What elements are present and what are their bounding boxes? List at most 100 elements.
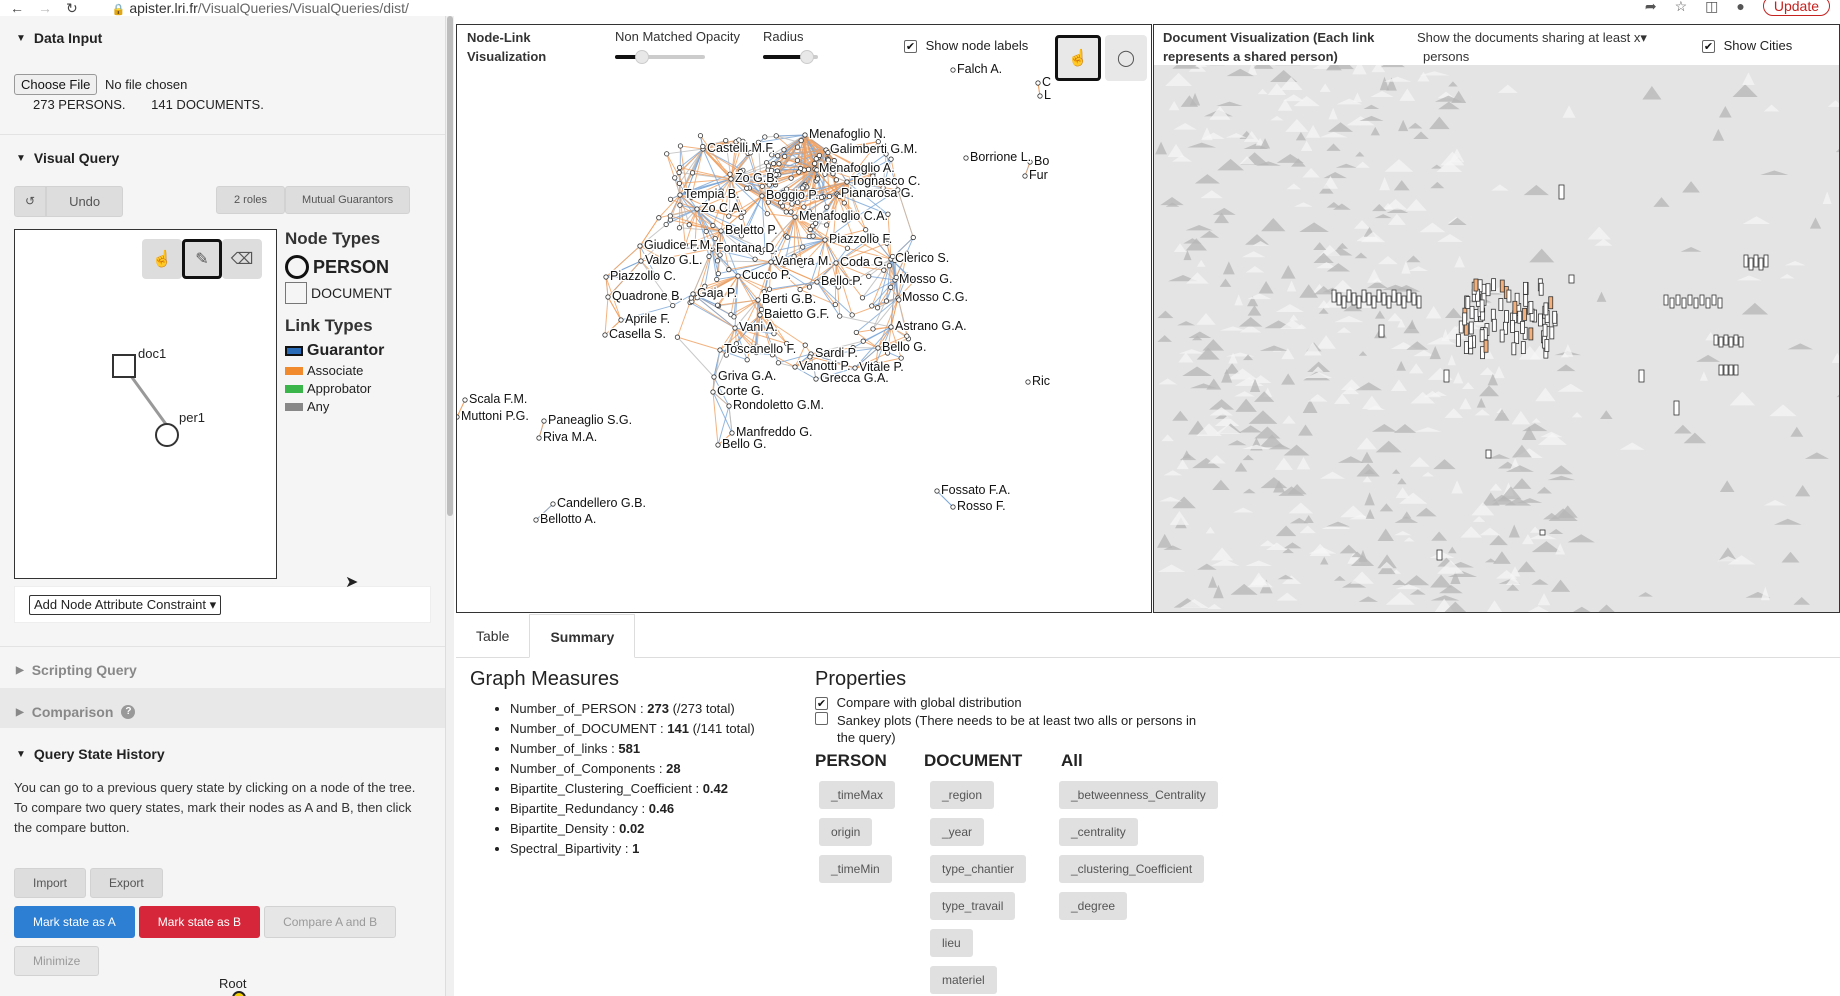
- address-bar[interactable]: 🔒 apister.lri.fr/VisualQueries/VisualQue…: [112, 0, 409, 16]
- undo-button[interactable]: Undo: [46, 186, 124, 217]
- graph-node: [682, 242, 688, 248]
- graph-edge: [720, 230, 756, 260]
- export-button[interactable]: Export: [90, 868, 163, 898]
- sharing-select[interactable]: x: [1633, 30, 1641, 45]
- mark-b-button[interactable]: Mark state as B: [138, 906, 261, 938]
- property-pill[interactable]: origin: [819, 818, 873, 846]
- compare-button[interactable]: Compare A and B: [264, 906, 397, 938]
- relief-ridge: [1423, 390, 1442, 398]
- hand-tool-icon[interactable]: ☝: [142, 239, 182, 279]
- property-pill[interactable]: _clustering_Coefficient: [1059, 855, 1205, 883]
- profile-icon[interactable]: ●: [1736, 0, 1745, 14]
- relief-ridge: [1241, 251, 1266, 258]
- relief-map[interactable]: [1154, 25, 1840, 613]
- graph-node: [893, 274, 899, 281]
- update-button[interactable]: Update: [1762, 0, 1830, 16]
- graph-node: [813, 156, 819, 162]
- property-pill[interactable]: _centrality: [1059, 818, 1138, 846]
- add-constraint-select[interactable]: Add Node Attribute Constraint ▾: [29, 595, 222, 615]
- graph-edge: [804, 134, 826, 175]
- compare-global-checkbox[interactable]: ✔: [815, 697, 828, 711]
- left-scrollbar[interactable]: [446, 16, 454, 996]
- sankey-checkbox[interactable]: [815, 712, 828, 726]
- graph-node: [782, 153, 788, 160]
- import-button[interactable]: Import: [14, 868, 87, 898]
- forward-icon[interactable]: →: [38, 0, 52, 16]
- reload-icon[interactable]: ↻: [66, 0, 78, 16]
- sidepanel-icon[interactable]: ◫: [1705, 0, 1719, 14]
- property-pill[interactable]: _timeMax: [819, 781, 896, 809]
- relief-ridge: [1172, 154, 1192, 162]
- property-pill[interactable]: type_chantier: [930, 855, 1027, 883]
- document-glyph: [1504, 310, 1509, 323]
- undo-icon[interactable]: ↺: [14, 186, 47, 217]
- edit-tool-icon[interactable]: ✎: [182, 239, 222, 279]
- opacity-knob[interactable]: [635, 50, 649, 64]
- property-pill[interactable]: _year: [930, 818, 985, 846]
- relief-ridge: [1267, 83, 1287, 96]
- relief-ridge: [1619, 442, 1645, 450]
- share-icon[interactable]: ➦: [1644, 0, 1657, 14]
- graph-edge: [863, 340, 879, 349]
- pan-tool-icon[interactable]: ☝: [1055, 35, 1101, 81]
- graph-edge: [856, 297, 899, 333]
- data-input-header[interactable]: ▼ Data Input: [0, 24, 445, 46]
- relief-ridge: [1535, 387, 1556, 402]
- graph-node: [689, 170, 696, 176]
- relief-ridge: [1377, 528, 1394, 542]
- root-node[interactable]: [232, 991, 246, 996]
- document-glyph: [1455, 333, 1461, 347]
- back-icon[interactable]: ←: [10, 0, 24, 16]
- property-pill[interactable]: materiel: [930, 966, 997, 994]
- lasso-tool-icon[interactable]: ◯: [1105, 35, 1147, 81]
- radius-knob[interactable]: [800, 50, 814, 64]
- comparison-header[interactable]: ▶ Comparison ?: [0, 698, 136, 720]
- relief-ridge: [1793, 597, 1810, 605]
- relief-ridge: [1219, 326, 1247, 331]
- property-pill[interactable]: _region: [930, 781, 995, 809]
- graph-node: [706, 253, 712, 259]
- graph-node: [1025, 379, 1031, 385]
- graph-node: [792, 214, 798, 220]
- choose-file-button[interactable]: Choose File: [14, 74, 98, 95]
- two-roles-button[interactable]: 2 roles: [216, 186, 286, 214]
- mutual-guarantors-button[interactable]: Mutual Guarantors: [285, 186, 411, 214]
- property-pill[interactable]: lieu: [930, 929, 973, 957]
- graph-node: [677, 164, 683, 171]
- property-pill[interactable]: _timeMin: [819, 855, 892, 883]
- minimize-button[interactable]: Minimize: [14, 946, 100, 976]
- graph-edge: [824, 215, 859, 241]
- relief-ridge: [1207, 454, 1226, 464]
- graph-edge: [639, 224, 667, 247]
- star-icon[interactable]: ☆: [1674, 0, 1688, 14]
- graph-edge: [704, 275, 739, 287]
- show-labels-checkbox[interactable]: ✔: [904, 40, 917, 54]
- property-pill[interactable]: _degree: [1059, 892, 1128, 920]
- graph-edge: [799, 289, 836, 306]
- relief-ridge: [1277, 574, 1294, 580]
- property-pill[interactable]: type_travail: [930, 892, 1016, 920]
- graph-node: [963, 155, 969, 161]
- opacity-slider[interactable]: [615, 50, 705, 64]
- show-cities-checkbox[interactable]: ✔: [1702, 40, 1715, 54]
- tab-summary[interactable]: Summary: [529, 614, 636, 658]
- node-label: Menafoglio A.: [819, 161, 895, 175]
- dropdown-arrow-icon[interactable]: ▾: [1640, 30, 1647, 45]
- tab-table[interactable]: Table: [476, 628, 510, 644]
- graph-edge: [794, 216, 834, 241]
- history-header[interactable]: ▼ Query State History: [0, 740, 165, 762]
- node-label: Riva M.A.: [543, 430, 597, 444]
- eraser-tool-icon[interactable]: ⌫: [222, 239, 262, 279]
- scrollbar-thumb[interactable]: [447, 16, 453, 516]
- query-canvas[interactable]: ☝ ✎ ⌫ doc1 per1: [14, 229, 277, 579]
- mark-a-button[interactable]: Mark state as A: [14, 906, 135, 938]
- scripting-query-header[interactable]: ▶ Scripting Query: [0, 656, 137, 678]
- help-icon[interactable]: ?: [121, 705, 136, 719]
- legend-document: DOCUMENT: [285, 282, 392, 304]
- radius-slider[interactable]: [763, 50, 818, 64]
- property-pill[interactable]: _betweenness_Centrality: [1059, 781, 1218, 809]
- node-link-graph[interactable]: Menafoglio N. Castelli M.F. Galimberti G.M…: [457, 25, 1152, 613]
- visual-query-header[interactable]: ▼ Visual Query: [0, 144, 119, 166]
- document-glyph: [1528, 301, 1534, 314]
- graph-edge: [754, 258, 772, 263]
